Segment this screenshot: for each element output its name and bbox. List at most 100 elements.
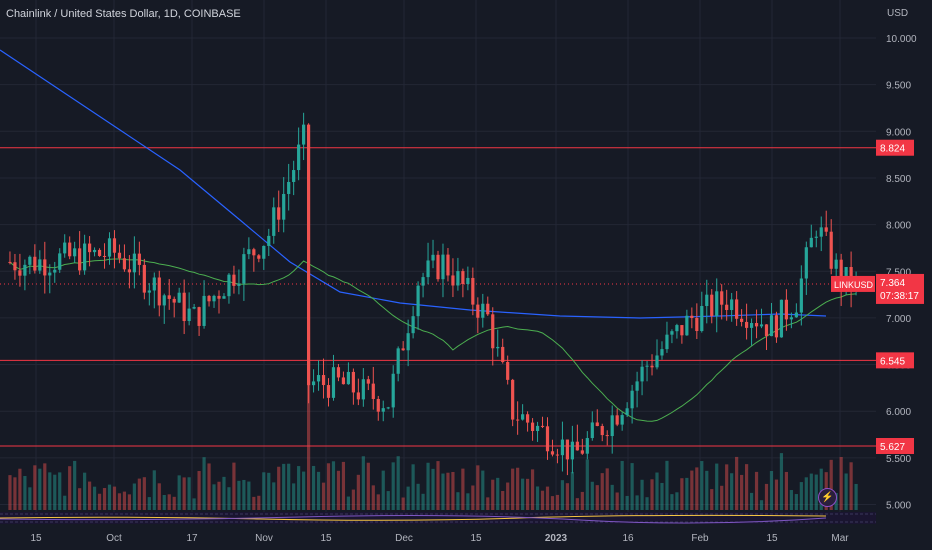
time-axis[interactable]: 15 Oct 17 Nov 15 Dec 15 2023 16 Feb 15 Mar [30, 533, 849, 544]
candle-body [675, 325, 679, 332]
volume-bar [386, 491, 390, 510]
candle-body [466, 277, 470, 285]
volume-bar [580, 491, 584, 510]
candle-body [197, 307, 201, 326]
candle-body [272, 207, 276, 236]
volume-bar [625, 495, 629, 510]
candle-body [277, 207, 281, 220]
price-tick-label: 8.000 [886, 221, 911, 232]
volume-bar [297, 466, 301, 510]
volume-bar [157, 483, 161, 510]
volume-bar [217, 481, 221, 510]
volume-bar [232, 462, 236, 510]
volume-bar [237, 480, 241, 510]
volume-bar [172, 496, 176, 510]
volume-bar [182, 477, 186, 510]
candle-body [152, 277, 156, 291]
candle-body [351, 371, 355, 393]
volume-bar [545, 486, 550, 510]
candle-body [172, 298, 176, 303]
volume-bar [33, 465, 37, 510]
volume-bar [371, 485, 375, 510]
volume-bar [411, 464, 415, 510]
ma-green-line [9, 258, 857, 422]
volume-bar [784, 471, 789, 510]
volume-bar [555, 494, 560, 510]
price-tick-label: 7.500 [886, 267, 911, 278]
candle-body [117, 252, 122, 259]
volume-bar [655, 472, 659, 510]
volume-bar [471, 485, 475, 510]
candle-body [316, 375, 321, 382]
countdown-label: 07:38:17 [880, 291, 919, 302]
currency-label[interactable]: USD [887, 8, 909, 19]
candle-body [665, 334, 669, 350]
volume-bar [197, 471, 201, 510]
candle-body [331, 367, 336, 398]
last-price-tag [876, 273, 924, 304]
candle-body [570, 441, 574, 460]
candle-body [23, 264, 27, 276]
volume-bar [306, 361, 311, 510]
oscillator-line-yellow [0, 514, 827, 521]
volume-bar [18, 468, 22, 510]
volume-bar [516, 467, 520, 510]
candle-body [715, 291, 719, 317]
volume-bar [650, 479, 654, 510]
volume-bar [794, 494, 798, 510]
candle-body [625, 408, 629, 416]
price-tick-label: 5.500 [886, 454, 911, 465]
level-tag [876, 438, 914, 455]
volume-bar [267, 472, 271, 510]
volume-bar [456, 492, 460, 510]
volume-bar [257, 495, 261, 510]
candle-body [421, 277, 425, 286]
price-tags: 8.824 6.545 5.627 LINKUSD 7.364 07:38:17 [831, 139, 924, 455]
volume-bar [829, 459, 833, 510]
price-axis[interactable]: 10.0009.5009.0008.5008.0007.5007.0006.50… [886, 34, 917, 512]
candle-body [521, 414, 525, 420]
volume-bar [63, 495, 67, 510]
volume-bar [476, 465, 480, 510]
candle-body [247, 249, 251, 255]
volume-bar [227, 487, 231, 510]
candle-body [705, 294, 709, 307]
volume-bar [744, 464, 749, 510]
volume-bar [247, 481, 251, 510]
candle-body [306, 124, 311, 386]
candle-body [411, 316, 415, 334]
candle-body [784, 299, 789, 320]
volume-bar [436, 461, 440, 510]
volume-bar [401, 497, 405, 510]
candle-body [501, 346, 505, 362]
candle-body [839, 259, 843, 289]
volume-bar [565, 483, 570, 510]
candle-body [481, 303, 485, 318]
candle-body [237, 283, 241, 286]
candle-body [575, 441, 579, 451]
volume-bar [28, 487, 32, 510]
candle-body [615, 415, 619, 425]
candle-body [371, 383, 375, 399]
candle-body [640, 366, 644, 382]
volume-bar [764, 483, 769, 510]
volume-bar [53, 474, 57, 510]
volume-bar [321, 482, 326, 510]
volume-bar [97, 493, 102, 510]
volume-bar [351, 489, 355, 510]
volume-bar [152, 470, 156, 510]
lightning-icon[interactable]: ⚡ [818, 488, 837, 507]
candle-body [650, 365, 654, 368]
time-tick-label: Feb [691, 533, 709, 544]
volume-bar [570, 471, 574, 510]
volume-bar [87, 481, 92, 510]
symbol-tag-label: LINKUSD [834, 280, 874, 290]
candle-body [789, 317, 793, 320]
volume-bar [68, 466, 72, 510]
candle-body [824, 227, 828, 232]
volume-bar [799, 482, 803, 510]
candle-body [710, 294, 714, 317]
volume-bar [426, 462, 430, 510]
candle-body [28, 256, 32, 265]
